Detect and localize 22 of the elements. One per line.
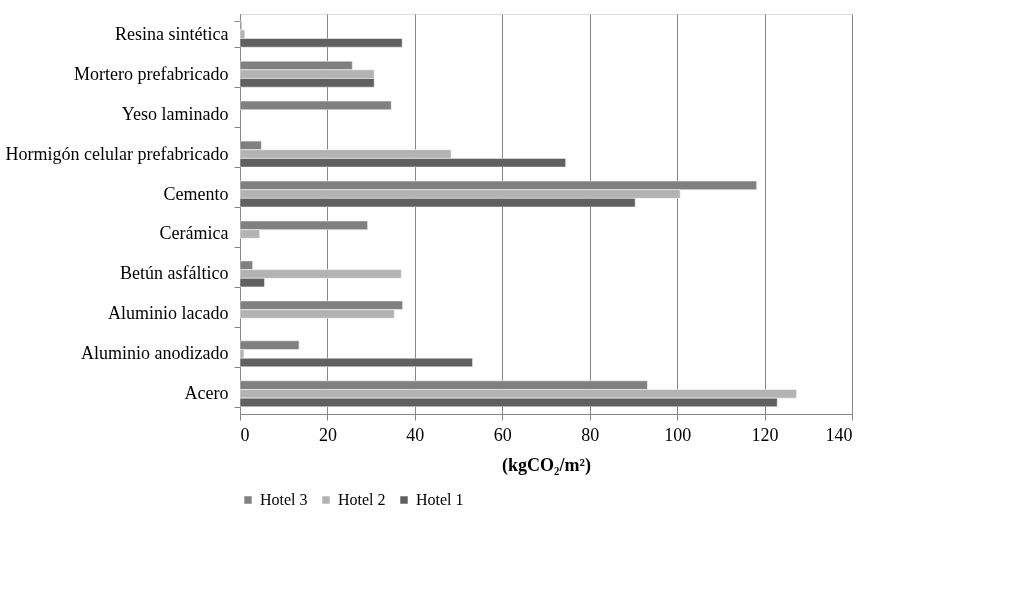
x-tick-label: 60 (493, 424, 512, 445)
y-tick-label: Aluminio lacado (108, 303, 229, 324)
y-tick-label: Mortero prefabricado (74, 63, 229, 84)
x-axis-title: (kgCO₂/m²) (502, 454, 591, 476)
legend-label: Hotel 1 (416, 491, 464, 508)
x-tick-label: 40 (406, 424, 425, 445)
y-tick-label: Resina sintética (115, 23, 229, 44)
x-tick-label: 140 (825, 424, 853, 445)
x-tick-label: 100 (664, 424, 692, 445)
y-tick-label: Yeso laminado (121, 103, 229, 124)
y-tick-label: Betún asfáltico (120, 263, 229, 284)
y-tick-label: Cerámica (159, 223, 229, 244)
x-tick-label: 20 (318, 424, 337, 445)
x-tick-label: 120 (751, 424, 779, 445)
y-tick-label: Hormigón celular prefabricado (5, 143, 229, 164)
y-tick-label: Aluminio anodizado (81, 343, 229, 364)
legend-label: Hotel 2 (338, 491, 386, 508)
y-tick-label: Acero (184, 383, 229, 404)
y-tick-label: Cemento (163, 183, 229, 204)
x-tick-label: 0 (240, 424, 250, 445)
x-tick-label: 80 (581, 424, 600, 445)
legend-label: Hotel 3 (260, 491, 308, 508)
